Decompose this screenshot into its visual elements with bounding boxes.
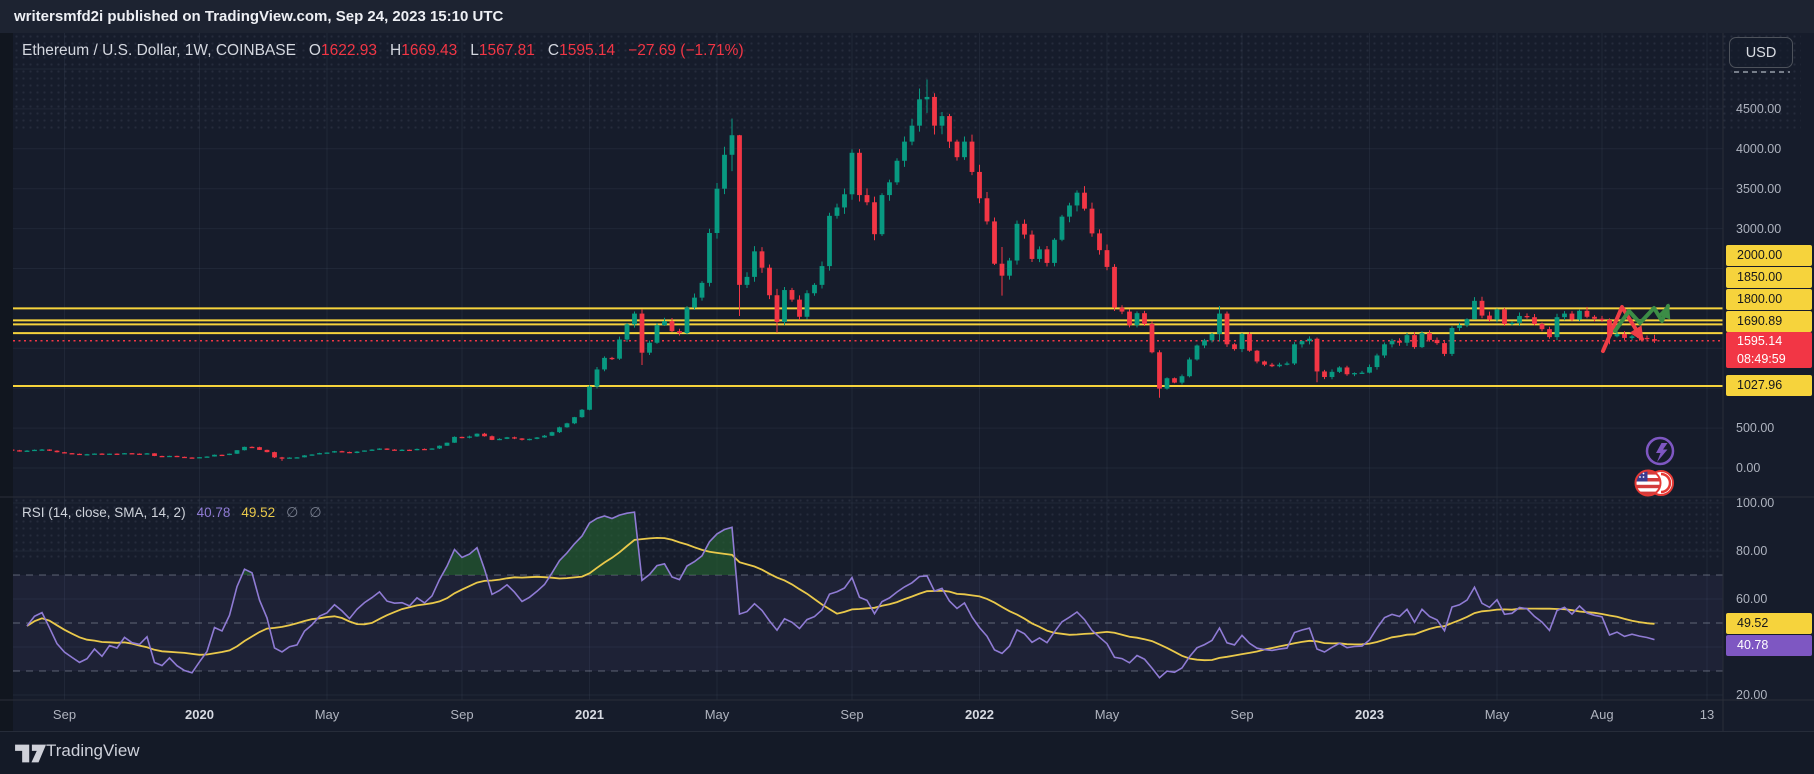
grid	[13, 33, 1723, 700]
price-axis[interactable]	[1723, 33, 1814, 700]
publisher-text: writersmfd2i published on TradingView.co…	[14, 8, 504, 25]
rsi-band	[13, 575, 1723, 671]
candlestick-series[interactable]	[10, 79, 1657, 461]
tradingview-logo-icon[interactable]	[13, 742, 49, 765]
chart-canvas[interactable]	[0, 33, 1814, 731]
green-arrowhead[interactable]	[1658, 303, 1671, 320]
us-flag-icon[interactable]	[1634, 469, 1674, 497]
currency-toggle-button[interactable]: USD	[1729, 37, 1793, 68]
footer-bar: TradingView	[0, 731, 1814, 774]
time-axis[interactable]	[0, 700, 1723, 731]
rsi-sma-line[interactable]	[26, 536, 1655, 662]
green-zigzag-arrow-drawing[interactable]	[1613, 304, 1670, 333]
left-margin	[0, 33, 13, 731]
chart-background	[0, 33, 1814, 731]
red-arrowhead[interactable]	[1629, 325, 1644, 342]
tradingview-brand-link[interactable]: TradingView	[46, 741, 140, 760]
red-down-arrow-drawing[interactable]	[1601, 305, 1644, 353]
publisher-bar: writersmfd2i published on TradingView.co…	[0, 0, 1814, 33]
lightning-idea-icon[interactable]	[1645, 436, 1675, 466]
rsi-line[interactable]	[26, 511, 1655, 679]
